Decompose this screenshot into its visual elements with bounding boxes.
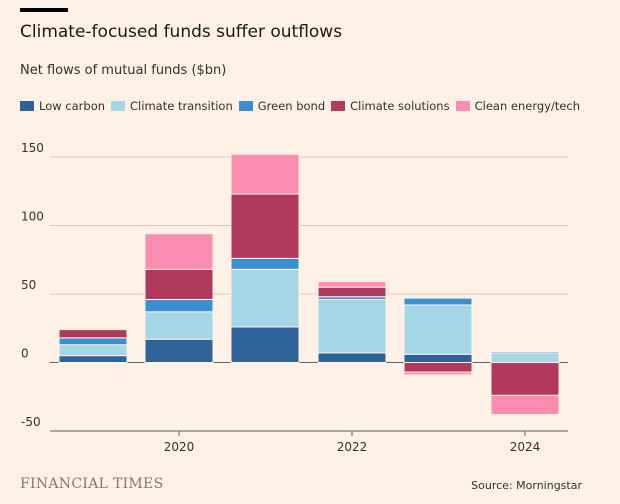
bar-segment [58, 329, 128, 339]
bar-segment [144, 233, 214, 270]
y-tick-label: 50 [21, 278, 36, 292]
bar-segment [58, 337, 128, 346]
bar-segment [144, 338, 214, 363]
legend-swatch [455, 101, 470, 111]
legend-label: Climate solutions [350, 99, 450, 113]
legend-item-climate-solutions: Climate solutions [331, 99, 450, 113]
legend-item-clean-energy: Clean energy/tech [455, 99, 581, 113]
legend-label: Clean energy/tech [474, 99, 581, 113]
source-note: Source: Morningstar [471, 479, 582, 492]
bar-segment [403, 297, 473, 306]
ft-top-bar [20, 8, 68, 12]
bar-segment [230, 268, 300, 328]
chart-subtitle: Net flows of mutual funds ($bn) [20, 63, 227, 78]
bar-segment [230, 153, 300, 195]
chart-legend: Low carbon Climate transition Green bond… [20, 99, 586, 113]
bar-segment [230, 193, 300, 259]
legend-item-climate-transition: Climate transition [111, 99, 233, 113]
bar-segment [403, 353, 473, 363]
y-tick-label: 100 [21, 210, 44, 224]
y-tick-label: -50 [21, 415, 41, 429]
bar-segment [317, 298, 387, 354]
legend-label: Low carbon [39, 99, 106, 113]
legend-label: Climate transition [130, 99, 233, 113]
bar-segment [144, 311, 214, 340]
legend-swatch [238, 101, 253, 111]
chart-title: Climate-focused funds suffer outflows [20, 22, 343, 42]
bar-segment [317, 352, 387, 364]
bar-segment [58, 355, 128, 363]
legend-item-low-carbon: Low carbon [20, 99, 105, 113]
bar-segment [490, 352, 560, 364]
y-tick-label: 150 [21, 141, 44, 155]
legend-swatch [20, 101, 34, 111]
legend-label: Green bond [257, 99, 326, 113]
bar-segment [144, 298, 214, 313]
legend-swatch [111, 101, 126, 111]
x-tick-label: 2024 [510, 440, 541, 454]
bar-segment [144, 268, 214, 300]
y-tick-label: 0 [21, 347, 29, 361]
bar-segment [230, 257, 300, 270]
bar-segment [490, 351, 560, 354]
ft-logo: FINANCIAL TIMES [20, 476, 164, 492]
bar-segment [490, 394, 560, 416]
bar-segment [317, 286, 387, 298]
bar-segment [58, 344, 128, 357]
legend-swatch [331, 101, 346, 111]
x-tick-label: 2022 [337, 440, 368, 454]
bar-segment [230, 326, 300, 364]
bar-segment [403, 304, 473, 355]
legend-item-green-bond: Green bond [238, 99, 326, 113]
bar-segment [403, 362, 473, 373]
bar-segment [317, 281, 387, 288]
x-tick-label: 2020 [164, 440, 195, 454]
bar-segment [403, 371, 473, 376]
bar-segment [490, 362, 560, 396]
